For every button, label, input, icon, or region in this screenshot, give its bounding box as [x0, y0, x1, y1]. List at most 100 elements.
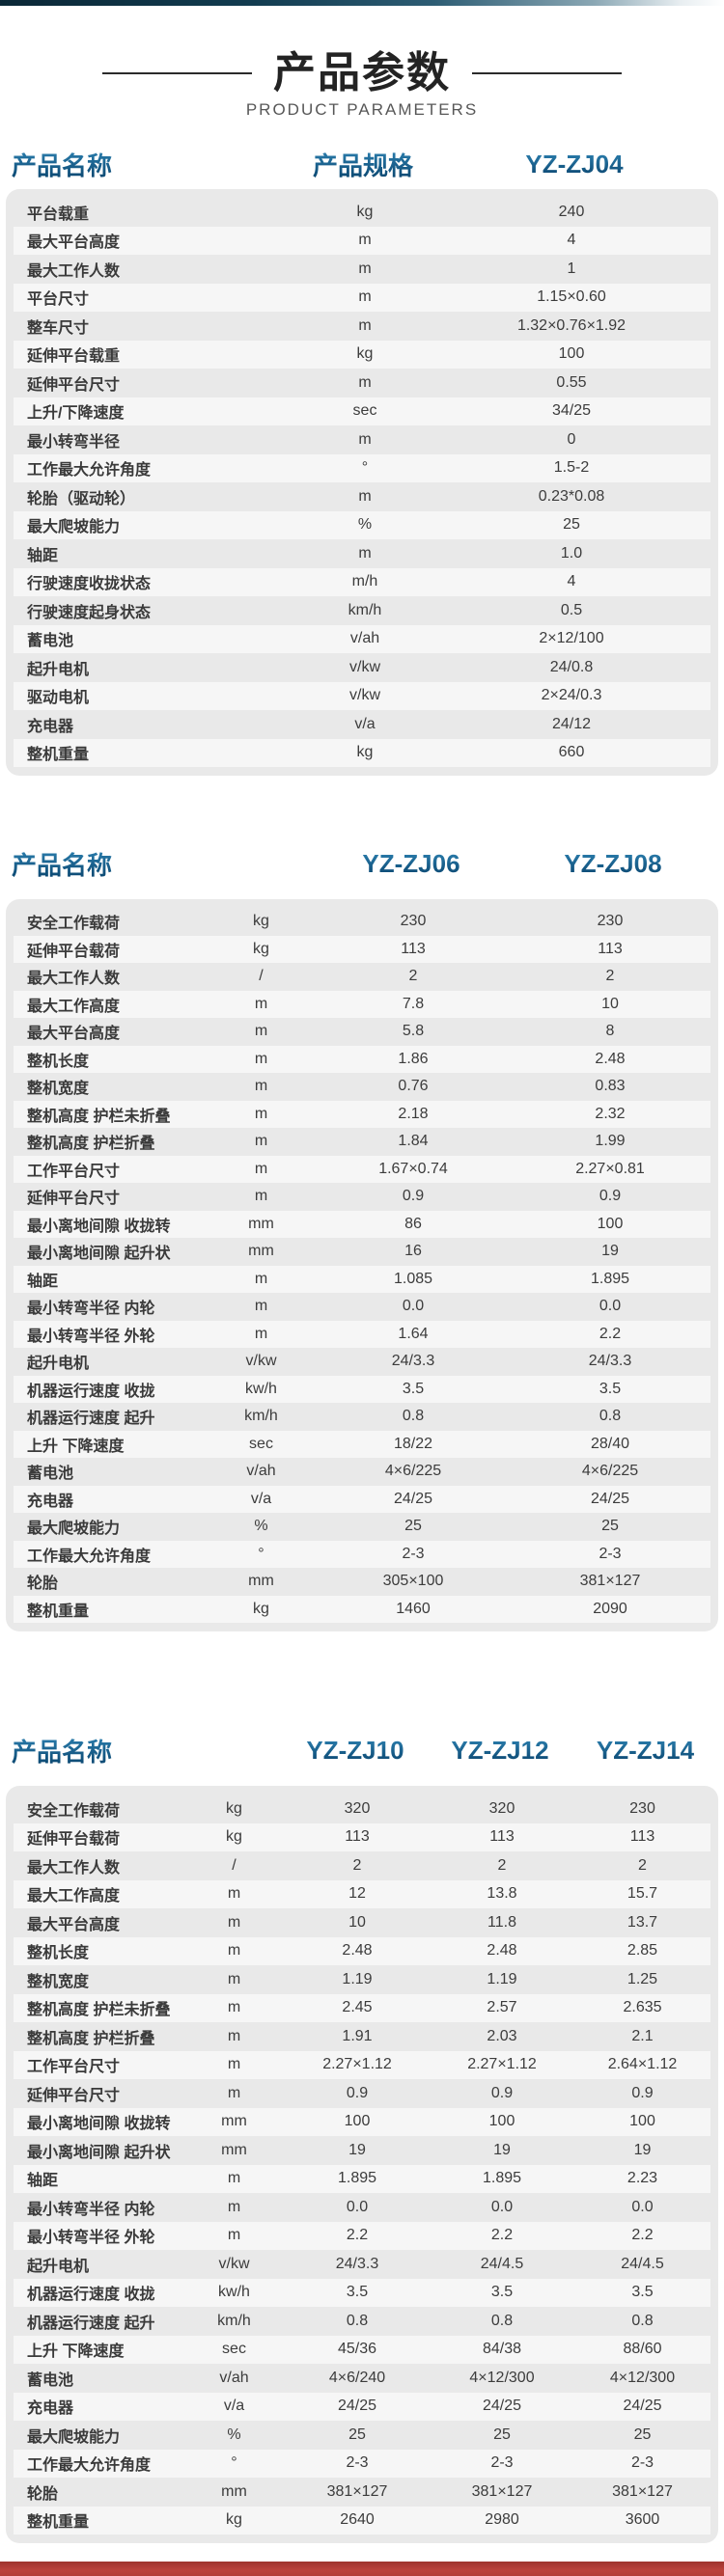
row-unit: m	[358, 232, 372, 249]
row-unit: sec	[222, 2341, 246, 2358]
row-label: 上升 下降速度	[27, 1438, 125, 1455]
row-value: 230	[400, 913, 427, 930]
table-row: 延伸平台载重 kg 100	[14, 340, 710, 369]
bottom-accent-bar	[0, 2562, 724, 2576]
row-unit: kg	[226, 1828, 242, 1846]
row-value: 16	[404, 1243, 422, 1260]
row-value: 1.91	[342, 2027, 373, 2044]
row-label: 延伸平台尺寸	[27, 376, 121, 394]
row-value: 230	[597, 913, 624, 930]
table-row: 最大工作人数 / 2 2	[14, 963, 710, 991]
row-value: 1.84	[398, 1133, 429, 1150]
table-row: 工作最大允许角度 ° 2-3 2-3 2-3	[14, 2449, 710, 2478]
table-row: 最小离地间隙 收拢转 mm 86 100	[14, 1210, 710, 1238]
row-label: 最小离地间隙 起升状	[27, 1246, 171, 1263]
row-value: 4	[567, 232, 576, 249]
table-row: 最大工作人数 m 1	[14, 255, 710, 284]
row-value: 2.1	[631, 2027, 654, 2044]
table-row: 安全工作载荷 kg 230 230	[14, 908, 710, 936]
row-value: 19	[348, 2141, 366, 2158]
row-unit: %	[357, 516, 373, 534]
row-value: 25	[404, 1518, 422, 1535]
row-label: 最大爬坡能力	[27, 2428, 121, 2446]
row-unit: v/kw	[349, 658, 380, 675]
page-title: 产品参数	[273, 49, 451, 96]
table-row: 起升电机 v/kw 24/0.8	[14, 653, 710, 682]
table-row: 工作平台尺寸 m 2.27×1.12 2.27×1.12 2.64×1.12	[14, 2050, 710, 2079]
row-value: 10	[601, 995, 619, 1012]
row-label: 整机宽度	[27, 1081, 90, 1098]
row-value: 86	[404, 1215, 422, 1232]
row-value: 34/25	[551, 402, 592, 420]
table-row: 机器运行速度 起升 km/h 0.8 0.8	[14, 1403, 710, 1431]
row-value: 2	[605, 968, 615, 985]
row-unit: %	[227, 2425, 241, 2443]
row-label: 最小转弯半径 内轮	[27, 1301, 155, 1318]
row-unit: m	[254, 1133, 268, 1150]
table-row: 整机重量 kg 660	[14, 738, 710, 767]
row-value: 24/25	[590, 1490, 630, 1507]
row-unit: m/h	[351, 573, 378, 590]
row-label: 机器运行速度 起升	[27, 1411, 155, 1428]
row-unit: mm	[248, 1573, 274, 1590]
row-value: 4	[567, 573, 576, 590]
row-value: 113	[598, 940, 623, 957]
row-value: 2-3	[599, 1545, 622, 1562]
row-value: 2640	[340, 2511, 375, 2529]
row-value: 10	[348, 1913, 366, 1931]
model-header: YZ-ZJ06	[315, 849, 508, 879]
table-row: 整机高度 护栏未折叠 m 2.45 2.57 2.635	[14, 1993, 710, 2022]
row-value: 1.0	[560, 544, 583, 562]
row-unit: m	[254, 1023, 268, 1040]
row-value: 2.48	[595, 1050, 626, 1067]
table-row: 最小转弯半径 外轮 m 1.64 2.2	[14, 1320, 710, 1348]
row-value: 15.7	[627, 1885, 658, 1903]
table-row: 最大爬坡能力% 25 25 25	[14, 2421, 710, 2450]
row-value: 113	[345, 1828, 370, 1846]
row-value: 0.5	[560, 601, 583, 618]
row-unit: m	[227, 1970, 241, 1987]
row-label: 延伸平台载荷	[27, 1831, 121, 1849]
row-unit: m	[254, 1298, 268, 1315]
row-unit: m	[254, 1325, 268, 1342]
row-value: 5.8	[402, 1023, 425, 1040]
table-row: 轴距 m 1.085 1.895	[14, 1265, 710, 1293]
row-label: 轴距	[27, 547, 59, 564]
row-label: 最小离地间隙 收拢转	[27, 2116, 171, 2133]
row-value: 1.895	[482, 2170, 522, 2187]
row-label: 起升电机	[27, 2258, 90, 2275]
table-row: 机器运行速度 起升 km/h 0.8 0.8 0.8	[14, 2307, 710, 2336]
table-row: 整机宽度 m 1.19 1.19 1.25	[14, 1965, 710, 1994]
table-row: 整车尺寸 m 1.32×0.76×1.92	[14, 312, 710, 341]
table-row: 最大爬坡能力% 25 25	[14, 1513, 710, 1541]
row-label: 充电器	[27, 718, 74, 735]
row-value: 381×127	[579, 1573, 641, 1590]
row-value: 113	[401, 940, 426, 957]
row-label: 驱动电机	[27, 690, 90, 707]
column-name-header: 产品名称	[6, 846, 204, 882]
row-unit: m	[254, 1105, 268, 1122]
row-value: 24/25	[337, 2398, 377, 2415]
row-value: 305×100	[382, 1573, 444, 1590]
column-spec-header: 产品规格	[295, 147, 431, 182]
row-value: 84/38	[482, 2341, 522, 2358]
row-value: 0.8	[346, 2312, 369, 2329]
table-row: 工作最大允许角度 ° 1.5-2	[14, 453, 710, 482]
row-label: 整机宽度	[27, 1973, 90, 1990]
bottom-spacer	[0, 2543, 724, 2562]
row-label: 机器运行速度 收拢	[27, 2287, 155, 2304]
row-unit: °	[361, 459, 369, 477]
row-value: 0.55	[556, 373, 587, 391]
table-row: 平台载重 kg 240	[14, 198, 710, 227]
table-row: 整机宽度 m 0.76 0.83	[14, 1073, 710, 1101]
row-label: 整机高度 护栏折叠	[27, 2030, 155, 2047]
table-row: 最小转弯半径 内轮 m 0.0 0.0	[14, 1293, 710, 1321]
row-value: 19	[601, 1243, 619, 1260]
product-table-section-1: 产品名称 产品规格 YZ-ZJ04 平台载重 kg 240 最大平台高度 m 4 最大工作人数 m…	[0, 120, 724, 776]
table-row: 工作最大允许角度 ° 2-3 2-3	[14, 1540, 710, 1568]
row-label: 轴距	[27, 2173, 59, 2190]
row-value: 0.8	[402, 1408, 425, 1425]
title-divider-right	[472, 72, 622, 74]
table-row: 充电器 v/a 24/25 24/25 24/25	[14, 2392, 710, 2421]
model-header: YZ-ZJ08	[508, 849, 718, 879]
